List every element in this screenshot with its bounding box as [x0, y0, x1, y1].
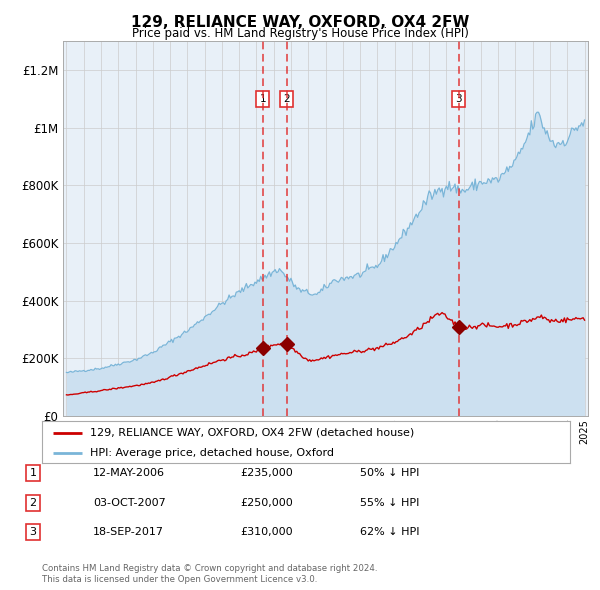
- Text: 12-MAY-2006: 12-MAY-2006: [93, 468, 165, 478]
- Text: 18-SEP-2017: 18-SEP-2017: [93, 527, 164, 537]
- Text: 2: 2: [29, 498, 37, 507]
- Text: 62% ↓ HPI: 62% ↓ HPI: [360, 527, 419, 537]
- Text: 1: 1: [259, 94, 266, 104]
- Text: 1: 1: [29, 468, 37, 478]
- Text: This data is licensed under the Open Government Licence v3.0.: This data is licensed under the Open Gov…: [42, 575, 317, 584]
- Text: 3: 3: [455, 94, 462, 104]
- Text: 03-OCT-2007: 03-OCT-2007: [93, 498, 166, 507]
- Text: 3: 3: [29, 527, 37, 537]
- Text: 50% ↓ HPI: 50% ↓ HPI: [360, 468, 419, 478]
- Text: £310,000: £310,000: [240, 527, 293, 537]
- Text: 2: 2: [283, 94, 290, 104]
- Text: 129, RELIANCE WAY, OXFORD, OX4 2FW (detached house): 129, RELIANCE WAY, OXFORD, OX4 2FW (deta…: [89, 428, 414, 438]
- Text: 129, RELIANCE WAY, OXFORD, OX4 2FW: 129, RELIANCE WAY, OXFORD, OX4 2FW: [131, 15, 469, 30]
- Text: Price paid vs. HM Land Registry's House Price Index (HPI): Price paid vs. HM Land Registry's House …: [131, 27, 469, 40]
- Text: HPI: Average price, detached house, Oxford: HPI: Average price, detached house, Oxfo…: [89, 448, 334, 457]
- Text: £235,000: £235,000: [240, 468, 293, 478]
- Text: £250,000: £250,000: [240, 498, 293, 507]
- Text: 55% ↓ HPI: 55% ↓ HPI: [360, 498, 419, 507]
- Text: Contains HM Land Registry data © Crown copyright and database right 2024.: Contains HM Land Registry data © Crown c…: [42, 565, 377, 573]
